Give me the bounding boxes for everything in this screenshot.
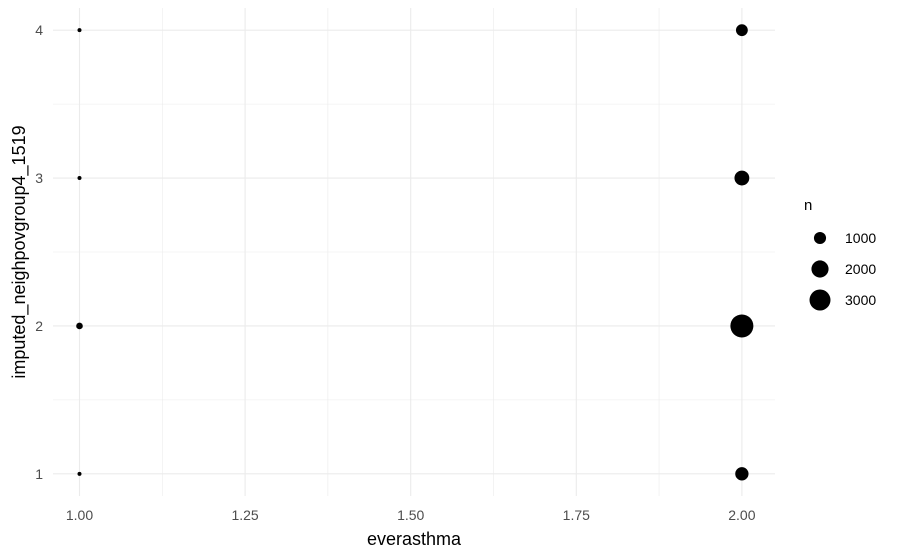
- y-tick-label: 2: [35, 318, 43, 334]
- x-axis-ticks: 1.00 1.25 1.50 1.75 2.00: [66, 507, 756, 523]
- y-tick-label: 3: [35, 170, 43, 186]
- x-tick-label: 1.25: [231, 507, 258, 523]
- legend-key: [813, 231, 827, 245]
- data-point: [735, 24, 748, 37]
- data-point: [77, 176, 82, 181]
- legend-label: 1000: [845, 230, 876, 246]
- legend-label: 3000: [845, 292, 876, 308]
- size-legend: n 1000 2000 3000: [804, 197, 876, 311]
- x-tick-label: 2.00: [728, 507, 755, 523]
- y-axis-ticks: 1 2 3 4: [35, 22, 43, 482]
- y-tick-label: 1: [35, 466, 43, 482]
- data-point: [77, 28, 82, 33]
- y-axis-title: imputed_neighpovgroup4_1519: [9, 125, 30, 378]
- x-axis-title: everasthma: [367, 529, 462, 549]
- y-tick-label: 4: [35, 22, 43, 38]
- data-point: [734, 170, 750, 186]
- x-tick-label: 1.75: [563, 507, 590, 523]
- legend-key: [809, 289, 831, 311]
- data-point: [730, 314, 754, 338]
- x-tick-label: 1.50: [397, 507, 424, 523]
- legend-key: [811, 260, 829, 278]
- x-tick-label: 1.00: [66, 507, 93, 523]
- legend-label: 2000: [845, 261, 876, 277]
- data-points: [76, 24, 754, 481]
- data-point: [77, 471, 82, 476]
- legend-title: n: [804, 197, 812, 214]
- data-point: [76, 322, 83, 330]
- grid-lines: [53, 8, 775, 496]
- data-point: [735, 467, 749, 481]
